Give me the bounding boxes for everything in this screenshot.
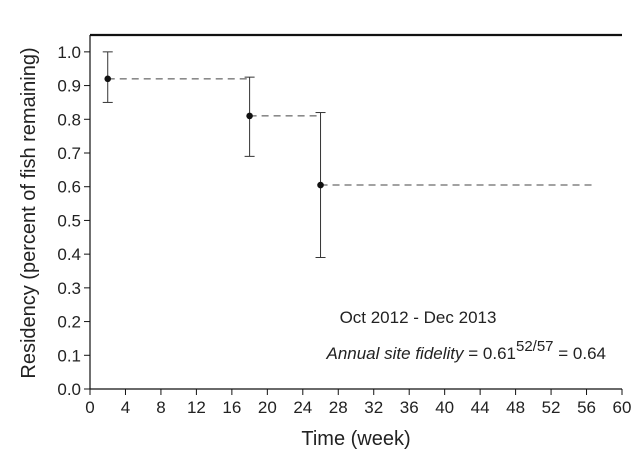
fidelity-exponent: 52/57 xyxy=(516,338,554,355)
y-tick-label: 0.4 xyxy=(57,245,81,264)
residency-series xyxy=(102,51,596,259)
y-tick-label: 0.9 xyxy=(57,77,81,96)
fidelity-equals: = 0.61 xyxy=(464,344,516,363)
y-tick-label: 1.0 xyxy=(57,43,81,62)
x-axis-title: Time (week) xyxy=(301,428,410,450)
fidelity-label: Annual site fidelity xyxy=(325,344,465,363)
x-tick-label: 20 xyxy=(258,398,277,417)
x-tick-label: 28 xyxy=(329,398,348,417)
y-tick-label: 0.2 xyxy=(57,313,81,332)
x-tick-label: 4 xyxy=(121,398,130,417)
y-tick-label: 0.6 xyxy=(57,178,81,197)
x-tick-label: 32 xyxy=(364,398,383,417)
x-tick-label: 60 xyxy=(613,398,632,417)
x-tick-label: 16 xyxy=(222,398,241,417)
x-tick-label: 0 xyxy=(85,398,94,417)
data-point xyxy=(317,181,324,189)
y-tick-label: 0.8 xyxy=(57,110,81,129)
data-point xyxy=(246,112,253,120)
y-axis-title: Residency (percent of fish remaining) xyxy=(18,47,40,378)
data-point xyxy=(104,75,112,83)
x-tick-label: 52 xyxy=(542,398,561,417)
x-tick-label: 40 xyxy=(435,398,454,417)
x-tick-label: 48 xyxy=(506,398,525,417)
x-tick-label: 12 xyxy=(187,398,206,417)
fidelity-annotation: Annual site fidelity = 0.6152/57 = 0.64 xyxy=(325,338,606,363)
y-tick-label: 0.7 xyxy=(57,144,81,163)
y-axis: 0.0 0.1 0.2 0.3 0.4 0.5 0.6 0.7 0.8 0.9 1.0 xyxy=(57,43,90,399)
plot-frame xyxy=(89,33,622,390)
y-tick-label: 0.0 xyxy=(57,380,81,399)
x-tick-label: 56 xyxy=(577,398,596,417)
y-tick-label: 0.1 xyxy=(57,346,81,365)
y-tick-label: 0.5 xyxy=(57,211,81,230)
fidelity-result: = 0.64 xyxy=(554,344,606,363)
period-annotation: Oct 2012 - Dec 2013 xyxy=(340,308,497,327)
x-tick-label: 44 xyxy=(471,398,490,417)
y-tick-label: 0.3 xyxy=(57,279,81,298)
x-axis: 0 4 8 12 16 20 24 28 32 36 40 44 48 52 56 60 xyxy=(85,389,631,417)
x-tick-label: 36 xyxy=(400,398,419,417)
x-tick-label: 8 xyxy=(156,398,165,417)
x-tick-label: 24 xyxy=(293,398,312,417)
